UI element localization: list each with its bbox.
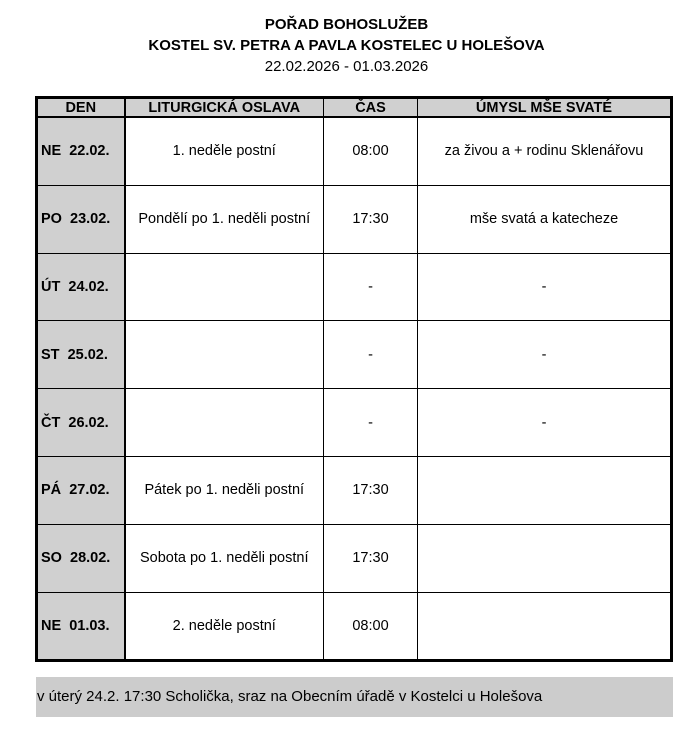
document-title: POŘAD BOHOSLUŽEB <box>264 16 429 33</box>
time-cell: 17:30 <box>323 455 418 525</box>
celebration-cell: Sobota po 1. neděli postní <box>124 523 324 593</box>
column-header-intention: ÚMYSL MŠE SVATÉ <box>417 97 672 118</box>
celebration-cell: 1. neděle postní <box>124 116 324 186</box>
time-cell: - <box>323 252 418 322</box>
day-cell: ST 25.02. <box>36 320 126 390</box>
intention-cell: za živou a + rodinu Sklenářovu <box>417 116 672 186</box>
day-cell: NE 01.03. <box>36 591 126 662</box>
intention-cell: - <box>417 388 672 457</box>
intention-cell <box>417 591 672 662</box>
table-header-row: DEN LITURGICKÁ OSLAVA ČAS ÚMYSL MŠE SVAT… <box>36 97 672 118</box>
celebration-cell: Pondělí po 1. neděli postní <box>124 184 324 254</box>
table-row: ČT 26.02. - - <box>36 388 672 457</box>
intention-cell: - <box>417 320 672 390</box>
intention-cell: mše svatá a katecheze <box>417 184 672 254</box>
time-cell: - <box>323 388 418 457</box>
intention-cell <box>417 455 672 525</box>
table-row: PÁ 27.02. Pátek po 1. neděli postní 17:30 <box>36 455 672 525</box>
intention-cell: - <box>417 252 672 322</box>
celebration-cell <box>124 320 324 390</box>
column-header-time: ČAS <box>323 97 418 118</box>
day-cell: ÚT 24.02. <box>36 252 126 322</box>
column-header-celebration: LITURGICKÁ OSLAVA <box>124 97 324 118</box>
table-row: PO 23.02. Pondělí po 1. neděli postní 17:3… <box>36 184 672 254</box>
celebration-cell <box>124 388 324 457</box>
day-cell: ČT 26.02. <box>36 388 126 457</box>
time-cell: 08:00 <box>323 591 418 662</box>
schedule-table: DEN LITURGICKÁ OSLAVA ČAS ÚMYSL MŠE SVAT… <box>35 96 673 663</box>
day-cell: NE 22.02. <box>36 116 126 186</box>
time-cell: - <box>323 320 418 390</box>
day-cell: PO 23.02. <box>36 184 126 254</box>
table-row: NE 22.02. 1. neděle postní 08:00 za živou a… <box>36 116 672 186</box>
day-cell: SO 28.02. <box>36 523 126 593</box>
celebration-cell <box>124 252 324 322</box>
time-cell: 17:30 <box>323 184 418 254</box>
church-name: KOSTEL SV. PETRA A PAVLA KOSTELEC U HOLE… <box>148 37 545 54</box>
table-row: NE 01.03. 2. neděle postní 08:00 <box>36 591 672 662</box>
time-cell: 08:00 <box>323 116 418 186</box>
table-row: ÚT 24.02. - - <box>36 252 672 322</box>
date-range: 22.02.2026 - 01.03.2026 <box>264 58 429 75</box>
celebration-cell: 2. neděle postní <box>124 591 324 662</box>
time-cell: 17:30 <box>323 523 418 593</box>
intention-cell <box>417 523 672 593</box>
celebration-cell: Pátek po 1. neděli postní <box>124 455 324 525</box>
column-header-day: DEN <box>36 97 126 118</box>
day-cell: PÁ 27.02. <box>36 455 126 525</box>
announcement-note: v úterý 24.2. 17:30 Scholička, sraz na O… <box>36 677 673 717</box>
table-row: ST 25.02. - - <box>36 320 672 390</box>
table-row: SO 28.02. Sobota po 1. neděli postní 17:30 <box>36 523 672 593</box>
